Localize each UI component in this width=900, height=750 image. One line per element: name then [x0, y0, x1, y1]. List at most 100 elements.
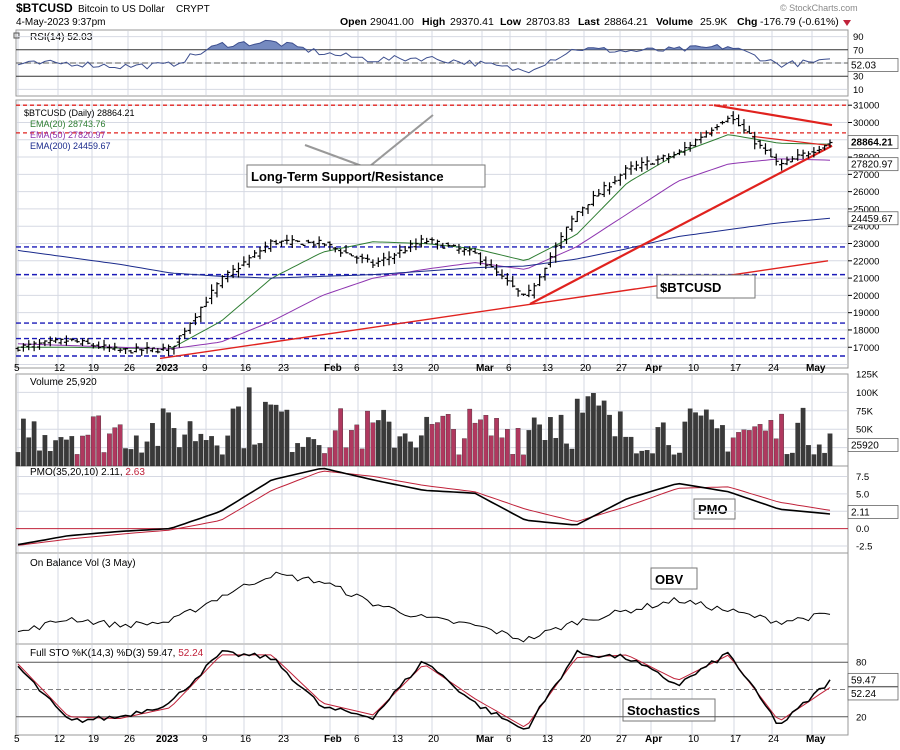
- price-bar: [757, 139, 763, 149]
- volume-label: Volume: [656, 16, 693, 28]
- date-label: 23: [278, 734, 290, 745]
- price-bar: [795, 149, 801, 161]
- volume-bar: [440, 415, 446, 467]
- volume-bar: [26, 437, 32, 467]
- volume-tick-label: 125K: [856, 370, 879, 381]
- price-bar: [537, 274, 543, 287]
- pmo-tick-label: -2.5: [856, 542, 872, 553]
- symbol-label: $BTCUSD: [16, 1, 73, 15]
- date-label: 20: [580, 363, 592, 374]
- volume-bar: [128, 449, 134, 467]
- price-bar: [123, 348, 129, 355]
- low-value: 28703.83: [526, 16, 570, 28]
- price-bar: [703, 130, 709, 138]
- date-label: 20: [580, 734, 592, 745]
- volume-bar: [757, 424, 763, 467]
- volume-bar: [133, 435, 139, 467]
- date-label: 12: [54, 734, 66, 745]
- high-label: High: [422, 16, 445, 28]
- date-label: 20: [428, 734, 440, 745]
- date-label: 6: [354, 363, 360, 374]
- volume-bar: [483, 415, 489, 467]
- volume-bar: [531, 417, 537, 467]
- price-bar: [520, 293, 526, 296]
- pmo-tick-label: 0.0: [856, 524, 869, 535]
- price-bar: [316, 236, 322, 249]
- volume-bar: [488, 435, 494, 467]
- volume-bar: [569, 448, 575, 467]
- price-bar: [644, 156, 650, 170]
- volume-tick-label: 50K: [856, 425, 874, 436]
- price-bar: [682, 141, 688, 156]
- volume-bar: [617, 411, 623, 467]
- price-bar: [736, 114, 742, 127]
- price-bar: [483, 256, 489, 270]
- price-bar: [268, 239, 274, 252]
- price-bar: [128, 349, 134, 354]
- volume-bar: [236, 406, 241, 467]
- price-tick-label: 20000: [853, 291, 879, 302]
- price-bar: [542, 267, 548, 281]
- volume-bar: [623, 436, 629, 467]
- price-bar: [149, 347, 155, 353]
- volume-bar: [585, 396, 591, 467]
- price-bar: [203, 296, 209, 308]
- price-bar: [144, 342, 150, 354]
- date-label: May: [806, 734, 826, 745]
- pmo-title: PMO(35,20,10) 2.11, 2.63: [30, 467, 145, 478]
- volume-bar: [279, 411, 284, 467]
- volume-title: Volume 25,920: [30, 377, 97, 388]
- price-bar: [827, 139, 833, 148]
- volume-bar: [650, 453, 655, 467]
- volume-bar: [392, 447, 397, 467]
- price-bar: [58, 338, 64, 345]
- price-bar: [698, 131, 704, 144]
- volume-bar: [90, 416, 96, 467]
- volume-bar: [284, 409, 290, 467]
- volume-bar: [42, 435, 48, 467]
- chart-date: 4-May-2023 9:37pm: [16, 17, 106, 28]
- high-value: 29370.41: [450, 16, 494, 28]
- price-last-tag-box: [847, 135, 899, 150]
- pmo-label-box: [693, 498, 736, 520]
- price-bar: [811, 147, 817, 158]
- volume-bar: [467, 408, 473, 467]
- price-bar: [633, 160, 639, 171]
- volume-bar: [187, 421, 193, 467]
- sto-k-tag: 59.47: [851, 675, 876, 686]
- sto-k-tag-box: [847, 672, 899, 687]
- date-label: 9: [202, 363, 208, 374]
- volume-bar: [499, 437, 505, 467]
- price-bar: [96, 341, 102, 349]
- exchange-label: CRYPT: [176, 4, 210, 15]
- volume-bar: [660, 422, 666, 467]
- date-label: 6: [506, 734, 512, 745]
- price-bar: [348, 253, 354, 257]
- volume-bar: [64, 439, 69, 467]
- volume-bar: [418, 435, 424, 467]
- price-bar: [789, 156, 795, 163]
- volume-bar: [268, 404, 274, 467]
- volume-bar: [515, 428, 521, 467]
- price-bar: [650, 162, 656, 165]
- volume-bar: [273, 404, 279, 467]
- price-bar: [74, 338, 80, 343]
- support-annotation: Long-Term Support/Resistance: [246, 114, 486, 188]
- price-bar: [311, 240, 317, 248]
- date-label: 10: [688, 734, 700, 745]
- date-label: 26: [124, 363, 136, 374]
- volume-bar: [644, 450, 650, 467]
- volume-last-tag: 25920: [851, 440, 879, 451]
- price-bar: [558, 232, 564, 249]
- volume-bar: [773, 438, 779, 467]
- price-bar: [585, 204, 591, 214]
- volume-bar: [53, 440, 58, 467]
- price-bar: [273, 239, 279, 246]
- price-bar: [15, 346, 21, 352]
- volume-bar: [790, 452, 795, 467]
- chart-header: $BTCUSD Bitcoin to US Dollar CRYPT 4-May…: [16, 1, 858, 28]
- price-bar: [85, 338, 91, 345]
- price-bar: [262, 241, 268, 253]
- volume-bar: [456, 454, 462, 467]
